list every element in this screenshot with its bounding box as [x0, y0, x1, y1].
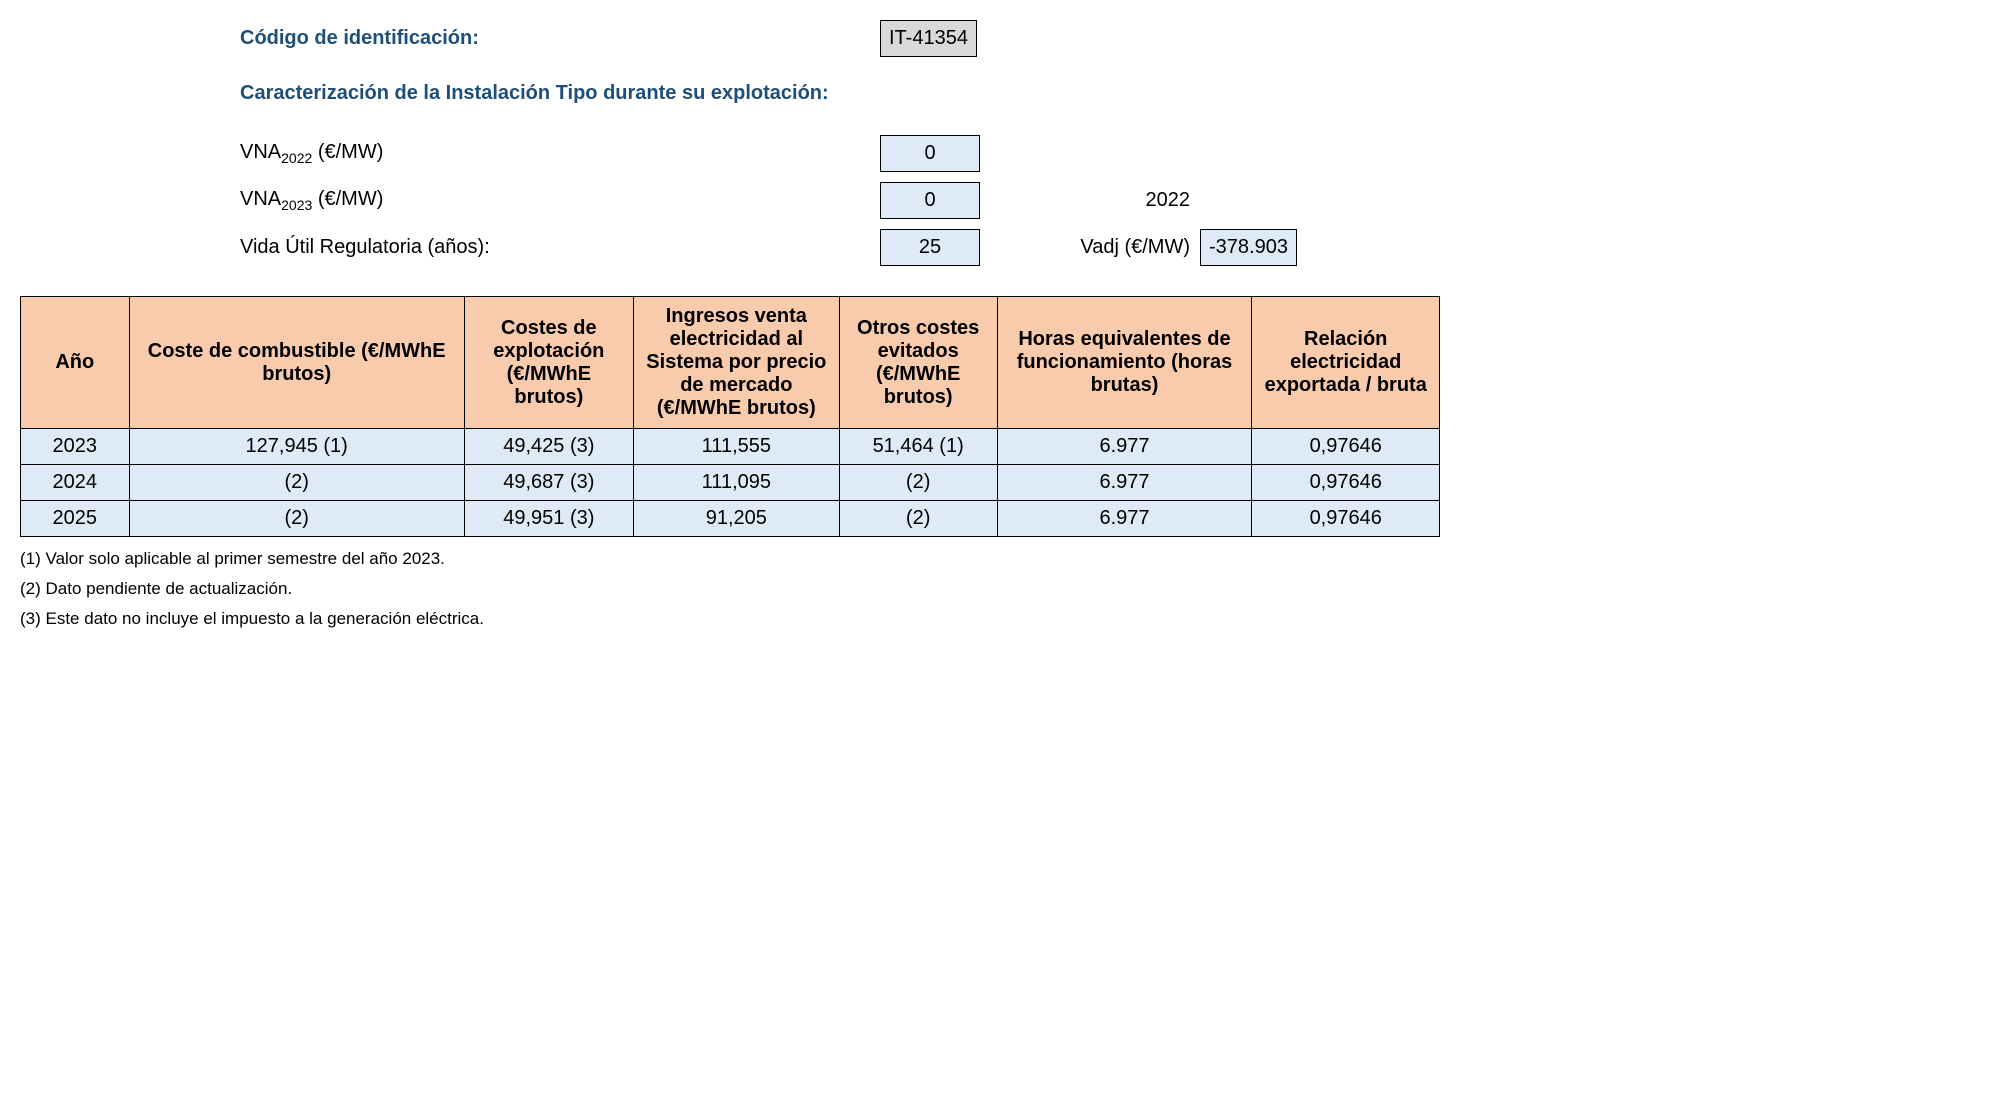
col-header: Costes de explotación (€/MWhE brutos)	[464, 297, 633, 429]
table-cell: 49,951 (3)	[464, 501, 633, 537]
table-cell: (2)	[129, 465, 464, 501]
table-cell: 91,205	[633, 501, 839, 537]
table-cell: 127,945 (1)	[129, 429, 464, 465]
table-cell: (2)	[129, 501, 464, 537]
table-cell: 0,97646	[1252, 465, 1440, 501]
table-head: AñoCoste de combustible (€/MWhE brutos)C…	[21, 297, 1440, 429]
table-cell: 49,687 (3)	[464, 465, 633, 501]
vida-row: Vida Útil Regulatoria (años): 25 Vadj (€…	[240, 229, 1980, 266]
table-cell: (2)	[839, 501, 997, 537]
table-cell: 0,97646	[1252, 429, 1440, 465]
vadj-label: Vadj (€/MW)	[1030, 236, 1190, 259]
table-cell: 6.977	[997, 501, 1252, 537]
vna2023-row: VNA2023 (€/MW) 0 2022	[240, 182, 1980, 219]
table-row: 2025(2)49,951 (3)91,205(2)6.9770,97646	[21, 501, 1440, 537]
vna2023-label: VNA2023 (€/MW)	[240, 188, 880, 213]
footnotes: (1) Valor solo aplicable al primer semes…	[20, 549, 1980, 629]
table-cell: 6.977	[997, 429, 1252, 465]
table-cell: (2)	[839, 465, 997, 501]
main-table: AñoCoste de combustible (€/MWhE brutos)C…	[20, 296, 1440, 537]
vna2022-value: 0	[880, 135, 980, 172]
vna2022-row: VNA2022 (€/MW) 0	[240, 135, 1980, 172]
table-cell: 2025	[21, 501, 130, 537]
col-header: Relación electricidad exportada / bruta	[1252, 297, 1440, 429]
table-body: 2023127,945 (1)49,425 (3)111,55551,464 (…	[21, 429, 1440, 537]
col-header: Ingresos venta electricidad al Sistema p…	[633, 297, 839, 429]
footnote: (2) Dato pendiente de actualización.	[20, 579, 1980, 599]
footnote: (3) Este dato no incluye el impuesto a l…	[20, 609, 1980, 629]
table-cell: 6.977	[997, 465, 1252, 501]
header-block: Código de identificación: IT-41354 Carac…	[240, 20, 1980, 266]
vadj-value: -378.903	[1200, 229, 1297, 266]
section-title: Caracterización de la Instalación Tipo d…	[240, 82, 829, 105]
table-header-row: AñoCoste de combustible (€/MWhE brutos)C…	[21, 297, 1440, 429]
table-cell: 111,095	[633, 465, 839, 501]
table-row: 2024(2)49,687 (3)111,095(2)6.9770,97646	[21, 465, 1440, 501]
vna2023-value: 0	[880, 182, 980, 219]
id-label: Código de identificación:	[240, 27, 880, 50]
col-header: Horas equivalentes de funcionamiento (ho…	[997, 297, 1252, 429]
id-value: IT-41354	[880, 20, 977, 57]
table-cell: 2023	[21, 429, 130, 465]
table-cell: 49,425 (3)	[464, 429, 633, 465]
footnote: (1) Valor solo aplicable al primer semes…	[20, 549, 1980, 569]
table-row: 2023127,945 (1)49,425 (3)111,55551,464 (…	[21, 429, 1440, 465]
id-row: Código de identificación: IT-41354	[240, 20, 1980, 57]
table-cell: 2024	[21, 465, 130, 501]
section-title-row: Caracterización de la Instalación Tipo d…	[240, 82, 1980, 105]
vida-label: Vida Útil Regulatoria (años):	[240, 236, 880, 259]
vna2022-label: VNA2022 (€/MW)	[240, 141, 880, 166]
col-header: Año	[21, 297, 130, 429]
col-header: Otros costes evitados (€/MWhE brutos)	[839, 297, 997, 429]
table-cell: 0,97646	[1252, 501, 1440, 537]
col-header: Coste de combustible (€/MWhE brutos)	[129, 297, 464, 429]
year-side: 2022	[1030, 189, 1190, 212]
vida-value: 25	[880, 229, 980, 266]
table-cell: 51,464 (1)	[839, 429, 997, 465]
table-cell: 111,555	[633, 429, 839, 465]
